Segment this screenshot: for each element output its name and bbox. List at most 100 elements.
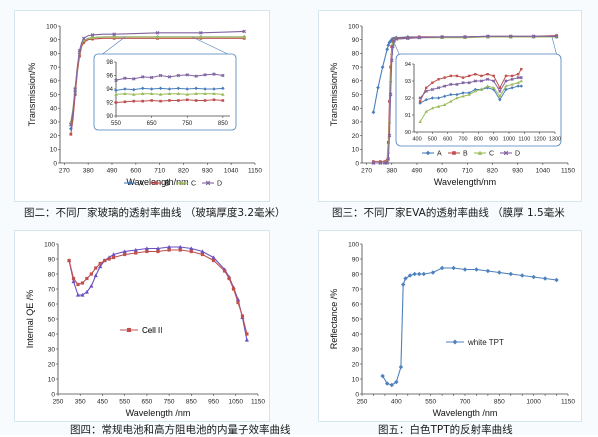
eva-inset-x-tick-label: 600 bbox=[443, 137, 452, 143]
eva-inset-point bbox=[510, 74, 514, 78]
eva-inset-point bbox=[424, 98, 428, 102]
eva-inset-point bbox=[425, 86, 428, 89]
tpt-series-white-tpt bbox=[382, 267, 557, 386]
glass-inset-point bbox=[149, 87, 154, 91]
iqe-point bbox=[156, 249, 160, 254]
iqe-y-tick-label: 50 bbox=[48, 316, 56, 323]
tpt-y-tick-label: 50 bbox=[352, 316, 360, 323]
tpt-y-tick-label: 70 bbox=[352, 286, 360, 293]
iqe-x-tick-label: 1150 bbox=[251, 399, 265, 406]
iqe-point bbox=[167, 244, 172, 249]
iqe-point bbox=[122, 249, 127, 254]
eva-inset-point bbox=[485, 86, 490, 90]
glass-y-tick-label: 80 bbox=[50, 51, 58, 58]
glass-inset-y-tick-label: 90 bbox=[106, 114, 113, 120]
glass-inset-point bbox=[140, 75, 145, 79]
glass-inset-point bbox=[167, 75, 172, 79]
eva-point bbox=[388, 99, 391, 103]
iqe-y-tick-label: 90 bbox=[48, 256, 56, 263]
eva-inset-point bbox=[519, 75, 523, 80]
glass-point bbox=[90, 33, 95, 37]
iqe-point bbox=[84, 289, 89, 294]
glass-inset-point bbox=[221, 86, 225, 91]
iqe-point bbox=[103, 258, 107, 263]
tpt-point bbox=[462, 267, 468, 272]
glass-inset-y-tick-label: 94 bbox=[106, 87, 113, 93]
caption-fig3: 图三：不同厂家EVA的透射率曲线 （膜厚 1.5毫米 bbox=[332, 207, 565, 219]
tpt-point bbox=[430, 270, 436, 275]
eva-inset-point bbox=[443, 84, 447, 88]
glass-inset-point bbox=[150, 99, 153, 102]
glass-inset-point bbox=[212, 91, 216, 96]
eva-y-label: Transmission/% bbox=[329, 63, 339, 127]
eva-point bbox=[417, 35, 422, 40]
glass-inset-point bbox=[158, 73, 163, 78]
iqe-x-label: Wavelength /nm bbox=[126, 408, 191, 418]
glass-legend-label: B bbox=[165, 181, 170, 188]
eva-legend-marker bbox=[477, 150, 483, 155]
tpt-point bbox=[451, 265, 456, 271]
tpt-point bbox=[412, 271, 417, 277]
eva-point bbox=[376, 85, 380, 90]
eva-inset-point bbox=[467, 74, 471, 78]
eva-x-tick-label: 600 bbox=[437, 168, 448, 175]
eva-inset-point bbox=[418, 100, 422, 103]
glass-inset-point bbox=[185, 98, 189, 102]
eva-inset-point bbox=[520, 67, 523, 71]
glass-y-tick-label: 0 bbox=[53, 160, 57, 167]
tpt-point bbox=[439, 265, 445, 271]
eva-legend-marker bbox=[503, 150, 509, 156]
glass-x-tick-label: 380 bbox=[83, 168, 94, 175]
eva-inset-point bbox=[436, 86, 441, 90]
eva-inset-point bbox=[474, 73, 477, 76]
eva-point bbox=[554, 34, 559, 39]
eva-inset-point bbox=[430, 87, 435, 92]
eva-y-tick-label: 10 bbox=[352, 147, 360, 154]
eva-point bbox=[389, 58, 394, 63]
glass-y-tick-label: 10 bbox=[50, 147, 58, 154]
tpt-point bbox=[554, 277, 559, 283]
iqe-y-tick-label: 40 bbox=[48, 331, 56, 338]
eva-point bbox=[380, 65, 385, 69]
iqe-x-tick-label: 950 bbox=[208, 399, 219, 406]
eva-inset-point bbox=[510, 86, 514, 90]
eva-point bbox=[386, 157, 391, 161]
glass-legend-marker bbox=[154, 181, 158, 185]
glass-inset-x-tick-label: 550 bbox=[111, 121, 122, 127]
eva-x-tick-label: 490 bbox=[412, 168, 423, 175]
eva-point bbox=[387, 133, 392, 138]
glass-point bbox=[73, 87, 77, 91]
eva-inset-point bbox=[449, 92, 453, 97]
eva-point bbox=[390, 45, 394, 48]
eva-inset-point bbox=[473, 89, 478, 93]
tpt-point bbox=[407, 273, 413, 278]
glass-inset-point bbox=[176, 86, 181, 91]
chart-panel-iqe bbox=[14, 230, 270, 422]
eva-inset-point bbox=[436, 104, 441, 108]
glass-inset-point bbox=[158, 92, 163, 96]
tpt-x-tick-label: 250 bbox=[357, 399, 368, 406]
glass-inset-point bbox=[176, 73, 181, 78]
glass-inset-y-tick-label: 92 bbox=[106, 101, 113, 107]
glass-x-tick-label: 820 bbox=[178, 168, 189, 175]
eva-point bbox=[385, 161, 390, 165]
tpt-y-tick-label: 60 bbox=[352, 301, 360, 308]
tpt-point bbox=[474, 267, 479, 272]
iqe-legend-label: Cell II bbox=[142, 326, 162, 335]
glass-inset-y-tick-label: 96 bbox=[106, 74, 113, 80]
eva-callout-line bbox=[391, 36, 401, 57]
tpt-x-tick-label: 850 bbox=[494, 399, 505, 406]
iqe-x-tick-label: 850 bbox=[186, 399, 197, 406]
eva-inset-point bbox=[486, 73, 489, 76]
eva-inset-point bbox=[516, 84, 520, 88]
eva-x-label: Wavelength/nm bbox=[434, 177, 496, 187]
glass-inset-point bbox=[212, 72, 216, 76]
glass-point bbox=[242, 35, 247, 39]
eva-inset-point bbox=[424, 89, 428, 93]
tpt-legend-marker bbox=[452, 339, 458, 345]
tpt-point bbox=[389, 382, 394, 388]
glass-inset-point bbox=[159, 99, 162, 103]
glass-inset-point bbox=[158, 86, 163, 91]
